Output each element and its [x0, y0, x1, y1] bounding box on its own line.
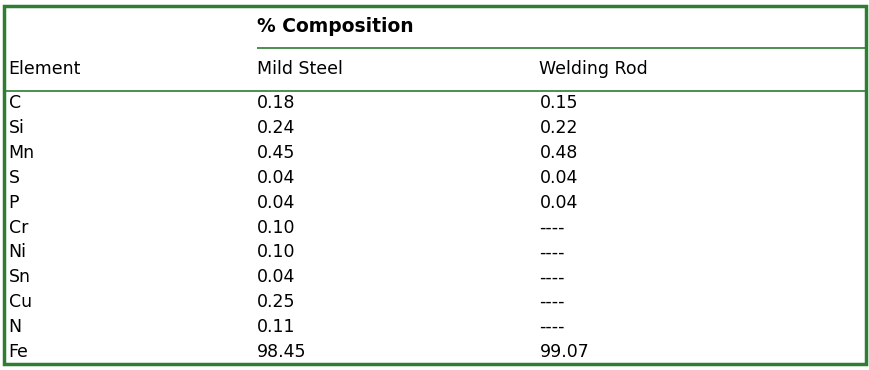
- Text: S: S: [9, 169, 20, 187]
- Text: 0.04: 0.04: [539, 194, 577, 212]
- Text: Ni: Ni: [9, 243, 27, 262]
- Text: P: P: [9, 194, 19, 212]
- Text: 0.04: 0.04: [256, 268, 295, 286]
- Text: 0.15: 0.15: [539, 94, 577, 112]
- Text: 0.18: 0.18: [256, 94, 295, 112]
- Text: Element: Element: [9, 60, 81, 78]
- Text: C: C: [9, 94, 21, 112]
- Text: 0.25: 0.25: [256, 293, 295, 311]
- Text: ----: ----: [539, 293, 564, 311]
- Text: Mild Steel: Mild Steel: [256, 60, 342, 78]
- Text: 0.22: 0.22: [539, 119, 577, 137]
- Text: 99.07: 99.07: [539, 343, 588, 361]
- Text: Welding Rod: Welding Rod: [539, 60, 647, 78]
- Text: 0.04: 0.04: [539, 169, 577, 187]
- Text: Fe: Fe: [9, 343, 29, 361]
- Text: 0.10: 0.10: [256, 243, 295, 262]
- Text: ----: ----: [539, 219, 564, 236]
- Text: 0.04: 0.04: [256, 194, 295, 212]
- Text: 0.11: 0.11: [256, 318, 295, 336]
- Text: Cr: Cr: [9, 219, 28, 236]
- Text: ----: ----: [539, 268, 564, 286]
- Text: 0.45: 0.45: [256, 144, 295, 162]
- Text: Mn: Mn: [9, 144, 35, 162]
- Text: ----: ----: [539, 318, 564, 336]
- Text: % Composition: % Composition: [256, 17, 413, 36]
- Text: N: N: [9, 318, 22, 336]
- Text: Sn: Sn: [9, 268, 30, 286]
- Text: 0.04: 0.04: [256, 169, 295, 187]
- Text: Si: Si: [9, 119, 24, 137]
- Text: 0.24: 0.24: [256, 119, 295, 137]
- Text: 0.10: 0.10: [256, 219, 295, 236]
- Text: Cu: Cu: [9, 293, 32, 311]
- Text: 98.45: 98.45: [256, 343, 306, 361]
- Text: ----: ----: [539, 243, 564, 262]
- Text: 0.48: 0.48: [539, 144, 577, 162]
